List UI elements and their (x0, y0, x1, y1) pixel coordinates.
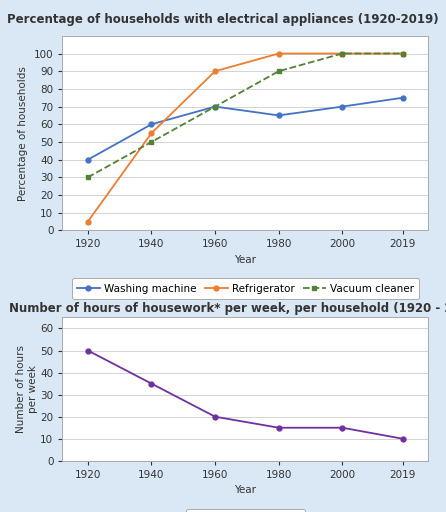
Vacuum cleaner (400, 51, 405, 57)
Hours per week (212, 414, 218, 420)
Hours per week (149, 380, 154, 387)
X-axis label: Year: Year (234, 485, 256, 496)
Refrigerator (212, 68, 218, 74)
Text: Percentage of households with electrical appliances (1920-2019): Percentage of households with electrical… (7, 13, 439, 26)
Y-axis label: Number of hours
per week: Number of hours per week (16, 345, 37, 433)
Vacuum cleaner (212, 103, 218, 110)
Hours per week (339, 424, 345, 431)
Vacuum cleaner (339, 51, 345, 57)
Vacuum cleaner (276, 68, 281, 74)
Washing machine (276, 112, 281, 118)
Line: Hours per week: Hours per week (86, 348, 405, 441)
Vacuum cleaner (149, 139, 154, 145)
Refrigerator (85, 219, 91, 225)
Title: Number of hours of housework* per week, per household (1920 - 2019): Number of hours of housework* per week, … (8, 302, 446, 315)
Refrigerator (339, 51, 345, 57)
Legend: Washing machine, Refrigerator, Vacuum cleaner: Washing machine, Refrigerator, Vacuum cl… (71, 279, 419, 299)
Refrigerator (400, 51, 405, 57)
X-axis label: Year: Year (234, 255, 256, 265)
Y-axis label: Percentage of households: Percentage of households (18, 66, 28, 201)
Refrigerator (149, 130, 154, 136)
Line: Refrigerator: Refrigerator (86, 51, 405, 224)
Washing machine (212, 103, 218, 110)
Washing machine (339, 103, 345, 110)
Hours per week (276, 424, 281, 431)
Line: Vacuum cleaner: Vacuum cleaner (86, 51, 405, 180)
Line: Washing machine: Washing machine (86, 95, 405, 162)
Vacuum cleaner (85, 174, 91, 180)
Refrigerator (276, 51, 281, 57)
Washing machine (149, 121, 154, 127)
Hours per week (85, 348, 91, 354)
Washing machine (85, 157, 91, 163)
Legend: Hours per week: Hours per week (186, 509, 305, 512)
Washing machine (400, 95, 405, 101)
Hours per week (400, 436, 405, 442)
